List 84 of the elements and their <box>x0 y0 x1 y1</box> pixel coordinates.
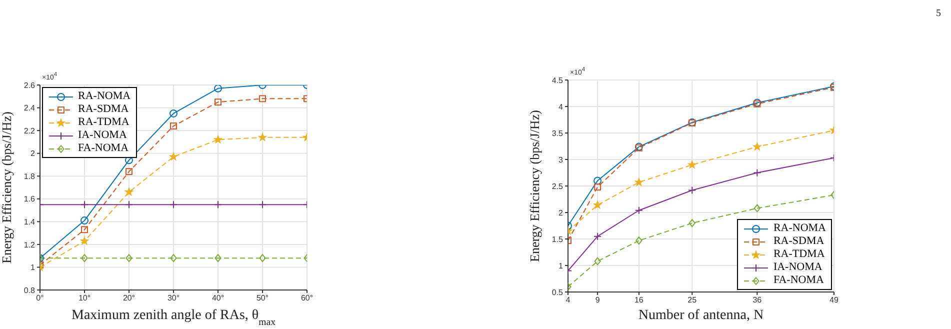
point <box>753 142 762 150</box>
point <box>634 178 643 186</box>
y-tick-label: 2.2 <box>24 126 36 136</box>
x-tick-label: 49 <box>830 296 839 305</box>
point <box>169 152 178 160</box>
point <box>753 168 762 177</box>
legend-label: RA-TDMA <box>773 248 825 261</box>
x-tick-label: 40° <box>212 294 224 303</box>
y-tick-label: 1 <box>30 263 36 272</box>
y-tick-label: 2.4 <box>24 104 36 113</box>
y-tick-label: 3.5 <box>552 128 564 138</box>
point <box>754 204 760 212</box>
y-tick-label: 1.6 <box>24 194 36 204</box>
y-axis-title: Energy Efficiency (bps/J/Hz) <box>0 112 14 264</box>
point <box>170 200 178 209</box>
point <box>594 257 601 266</box>
y-tick-label: 1.2 <box>24 240 36 250</box>
legend-label: FA-NOMA <box>78 142 129 155</box>
point <box>170 254 177 262</box>
y-tick-label: 1 <box>558 261 564 270</box>
text: 5 <box>936 8 941 19</box>
y-tick-label: 2 <box>30 149 36 158</box>
point <box>258 200 266 209</box>
point <box>214 200 222 209</box>
point <box>126 168 132 176</box>
point <box>214 135 222 144</box>
legend-label: FA-NOMA <box>773 274 824 287</box>
point <box>688 219 696 228</box>
point <box>80 216 88 225</box>
x-tick-label: 4 <box>566 296 571 305</box>
point <box>125 200 133 209</box>
point <box>214 85 222 92</box>
y-tick-label: 2.5 <box>552 182 564 191</box>
point <box>214 98 222 106</box>
point <box>170 122 177 130</box>
x-tick-label: 25 <box>688 296 698 305</box>
legend-label: IA-NOMA <box>773 261 822 274</box>
x-tick-label: 10° <box>78 294 91 303</box>
legend-label: RA-SDMA <box>78 103 129 116</box>
point <box>636 236 642 245</box>
point <box>81 254 88 262</box>
point <box>259 95 266 102</box>
x-axis-title: Maximum zenith angle of RAs, θ$_{max}$ <box>72 308 276 328</box>
legend-label: RA-TDMA <box>78 116 130 129</box>
y-tick-label: 0.5 <box>552 288 564 297</box>
y-tick-label: 2.6 <box>24 80 36 90</box>
point <box>259 254 266 262</box>
point <box>81 226 88 234</box>
y-tick-label: 1.5 <box>552 234 564 244</box>
x-tick-label: 60° <box>300 294 314 303</box>
point <box>80 236 89 245</box>
x-tick-label: 50° <box>256 294 269 303</box>
legend-label: IA-NOMA <box>78 129 127 142</box>
y-tick-label: 2 <box>558 208 564 218</box>
point <box>688 160 696 168</box>
x-tick-label: 0° <box>36 294 44 303</box>
point <box>126 254 132 262</box>
y-tick-label: 4.5 <box>552 76 564 85</box>
y-tick-label: 1.8 <box>24 172 36 181</box>
y-tick-label: 4 <box>558 102 564 112</box>
point <box>634 206 643 214</box>
x-axis-title: Number of antenna, N <box>638 308 764 323</box>
x-tick-label: 9 <box>595 296 600 305</box>
legend-label: RA-NOMA <box>78 90 131 103</box>
legend-label: RA-NOMA <box>773 222 826 235</box>
point <box>594 176 602 185</box>
point <box>594 184 602 191</box>
y-tick-label: 0.8 <box>24 286 36 295</box>
x-tick-label: 36 <box>752 296 762 305</box>
point <box>258 133 267 141</box>
y-tick-label: 3 <box>558 155 564 164</box>
point <box>170 109 178 118</box>
point <box>594 232 602 240</box>
point <box>688 186 696 194</box>
y-tick-label: 1.4 <box>24 218 36 227</box>
x-tick-label: 20° <box>122 294 136 303</box>
x-tick-label: 16 <box>634 296 644 305</box>
legend-label: RA-SDMA <box>773 235 824 248</box>
y-axis-title: Energy Efficiency (bps/J/Hz) <box>526 110 542 262</box>
point <box>593 200 602 209</box>
point <box>214 254 222 262</box>
x-tick-label: 30° <box>167 294 180 303</box>
point <box>80 200 88 209</box>
point <box>124 188 134 196</box>
